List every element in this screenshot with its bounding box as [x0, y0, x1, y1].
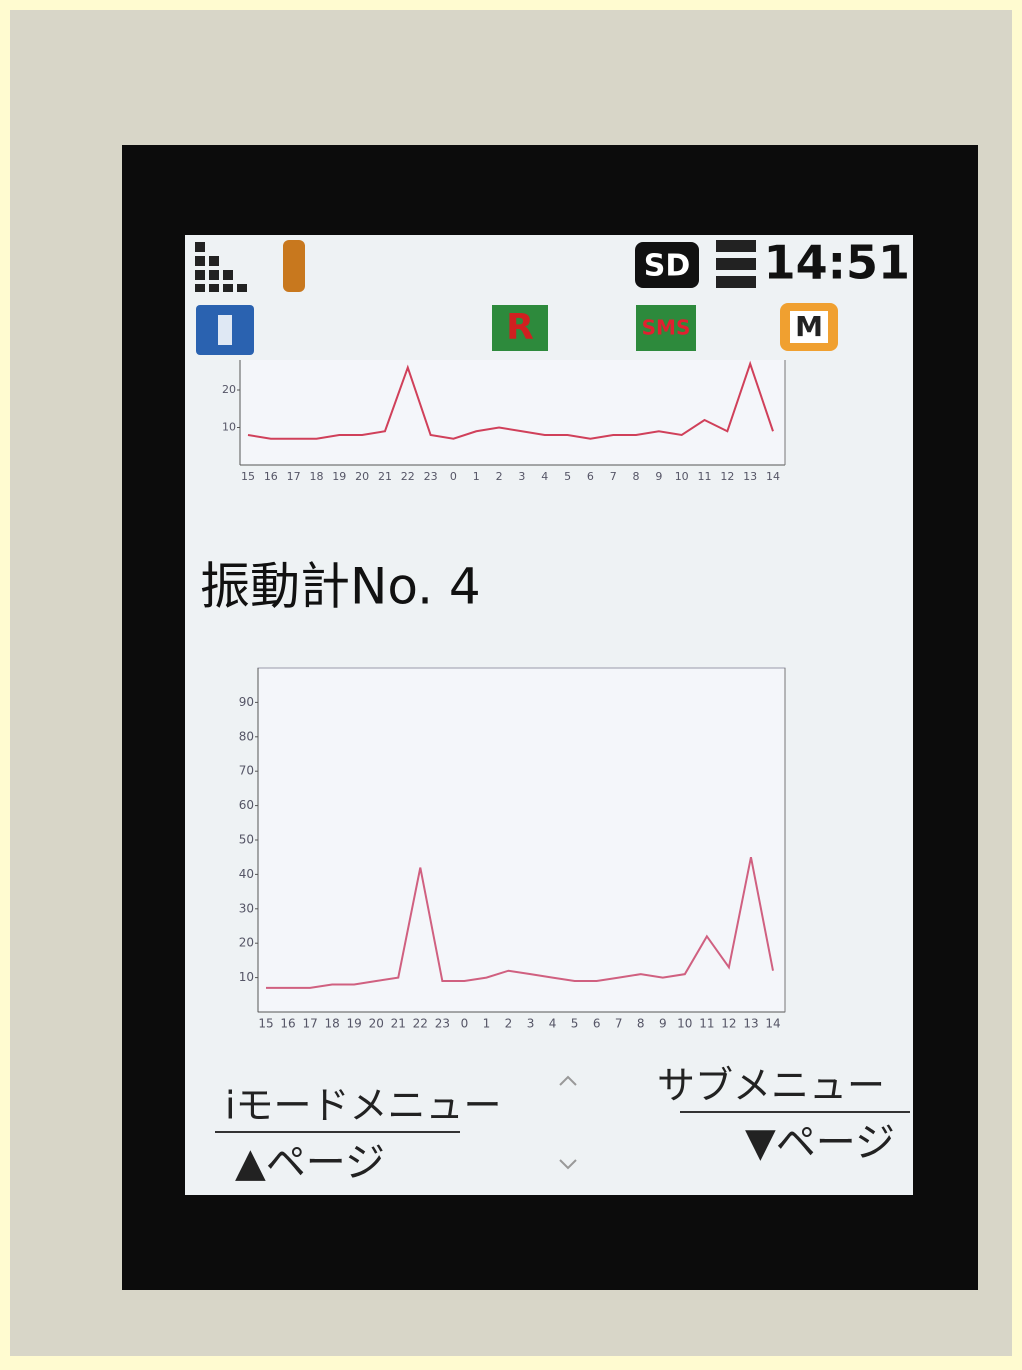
- softkey-page-down[interactable]: ▼ページ: [745, 1120, 895, 1166]
- x-tick-label: 14: [765, 1017, 780, 1031]
- x-tick-label: 17: [287, 470, 301, 483]
- x-tick-label: 12: [721, 1017, 736, 1031]
- x-tick-label: 7: [615, 1017, 623, 1031]
- x-tick-label: 23: [424, 470, 438, 483]
- battery-icon: [716, 240, 756, 288]
- r-label: R: [506, 307, 534, 348]
- x-tick-label: 8: [637, 1017, 645, 1031]
- info-icon-glyph: [218, 315, 232, 345]
- softkey-sub-menu[interactable]: サブメニュー: [657, 1064, 885, 1108]
- x-tick-label: 3: [518, 470, 525, 483]
- x-tick-label: 11: [699, 1017, 714, 1031]
- x-tick-label: 22: [401, 470, 415, 483]
- y-tick-label: 50: [239, 833, 254, 847]
- y-tick-label: 10: [239, 970, 254, 984]
- x-tick-label: 6: [593, 1017, 601, 1031]
- x-tick-label: 18: [324, 1017, 339, 1031]
- y-tick-label: 60: [239, 798, 254, 812]
- x-tick-label: 3: [527, 1017, 535, 1031]
- sms-label: SMS: [642, 316, 691, 340]
- x-tick-label: 2: [505, 1017, 513, 1031]
- x-tick-label: 4: [541, 470, 548, 483]
- photo: SD 14:51 R SMS M 振動計No. 4 10201516171819…: [0, 0, 1022, 1366]
- y-tick-label: 40: [239, 867, 254, 881]
- clock: 14:51: [764, 236, 910, 290]
- x-tick-label: 15: [241, 470, 255, 483]
- x-tick-label: 9: [659, 1017, 667, 1031]
- x-tick-label: 17: [302, 1017, 317, 1031]
- softkey-page-up[interactable]: ▲ページ: [235, 1140, 385, 1186]
- plot-area: [240, 360, 785, 465]
- m-label: M: [795, 310, 823, 343]
- x-tick-label: 13: [743, 1017, 758, 1031]
- y-tick-label: 20: [222, 383, 236, 396]
- y-tick-label: 30: [239, 901, 254, 915]
- x-tick-label: 1: [483, 1017, 491, 1031]
- y-tick-label: 10: [222, 421, 236, 434]
- x-tick-label: 10: [675, 470, 689, 483]
- x-tick-label: 21: [391, 1017, 406, 1031]
- x-tick-label: 7: [610, 470, 617, 483]
- x-tick-label: 0: [461, 1017, 469, 1031]
- x-tick-label: 11: [698, 470, 712, 483]
- sd-label: SD: [644, 249, 691, 284]
- y-tick-label: 70: [239, 764, 254, 778]
- x-tick-label: 18: [309, 470, 323, 483]
- x-tick-label: 5: [564, 470, 571, 483]
- x-tick-label: 16: [264, 470, 278, 483]
- x-tick-label: 14: [766, 470, 780, 483]
- y-tick-label: 80: [239, 729, 254, 743]
- x-tick-label: 15: [258, 1017, 273, 1031]
- x-tick-label: 21: [378, 470, 392, 483]
- x-tick-label: 8: [633, 470, 640, 483]
- softkey-imode-menu[interactable]: iモードメニュー: [225, 1084, 502, 1128]
- x-tick-label: 19: [347, 1017, 362, 1031]
- x-tick-label: 2: [496, 470, 503, 483]
- y-tick-label: 20: [239, 936, 254, 950]
- plot-area: [258, 668, 785, 1012]
- x-tick-label: 20: [369, 1017, 384, 1031]
- x-tick-label: 23: [435, 1017, 450, 1031]
- x-tick-label: 0: [450, 470, 457, 483]
- x-tick-label: 6: [587, 470, 594, 483]
- x-tick-label: 5: [571, 1017, 579, 1031]
- x-tick-label: 9: [655, 470, 662, 483]
- x-tick-label: 20: [355, 470, 369, 483]
- x-tick-label: 4: [549, 1017, 557, 1031]
- x-tick-label: 19: [332, 470, 346, 483]
- imode-icon: [283, 240, 305, 292]
- x-tick-label: 16: [280, 1017, 295, 1031]
- x-tick-label: 1: [473, 470, 480, 483]
- x-tick-label: 13: [743, 470, 757, 483]
- y-tick-label: 90: [239, 695, 254, 709]
- x-tick-label: 12: [720, 470, 734, 483]
- x-tick-label: 10: [677, 1017, 692, 1031]
- x-tick-label: 22: [413, 1017, 428, 1031]
- page-title: 振動計No. 4: [200, 558, 481, 616]
